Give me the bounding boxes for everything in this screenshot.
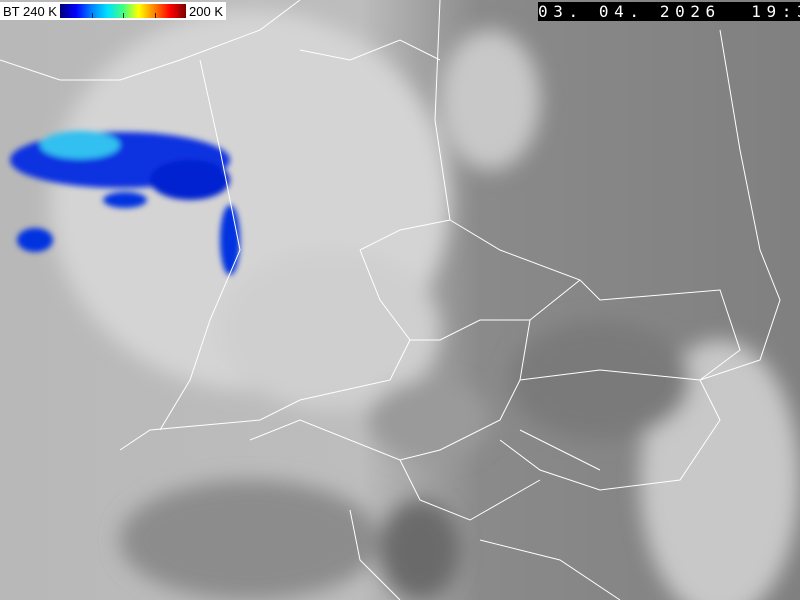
country-borders <box>0 0 781 600</box>
timestamp: 03. 04. 2026 19:33 <box>538 2 800 21</box>
color-scale-legend: BT 240 K 200 K <box>0 2 226 20</box>
color-scale-bar <box>59 4 187 18</box>
legend-max-label: 200 K <box>189 3 223 19</box>
legend-min-label: BT 240 K <box>3 3 57 19</box>
cold-cloud-tops <box>10 131 240 275</box>
